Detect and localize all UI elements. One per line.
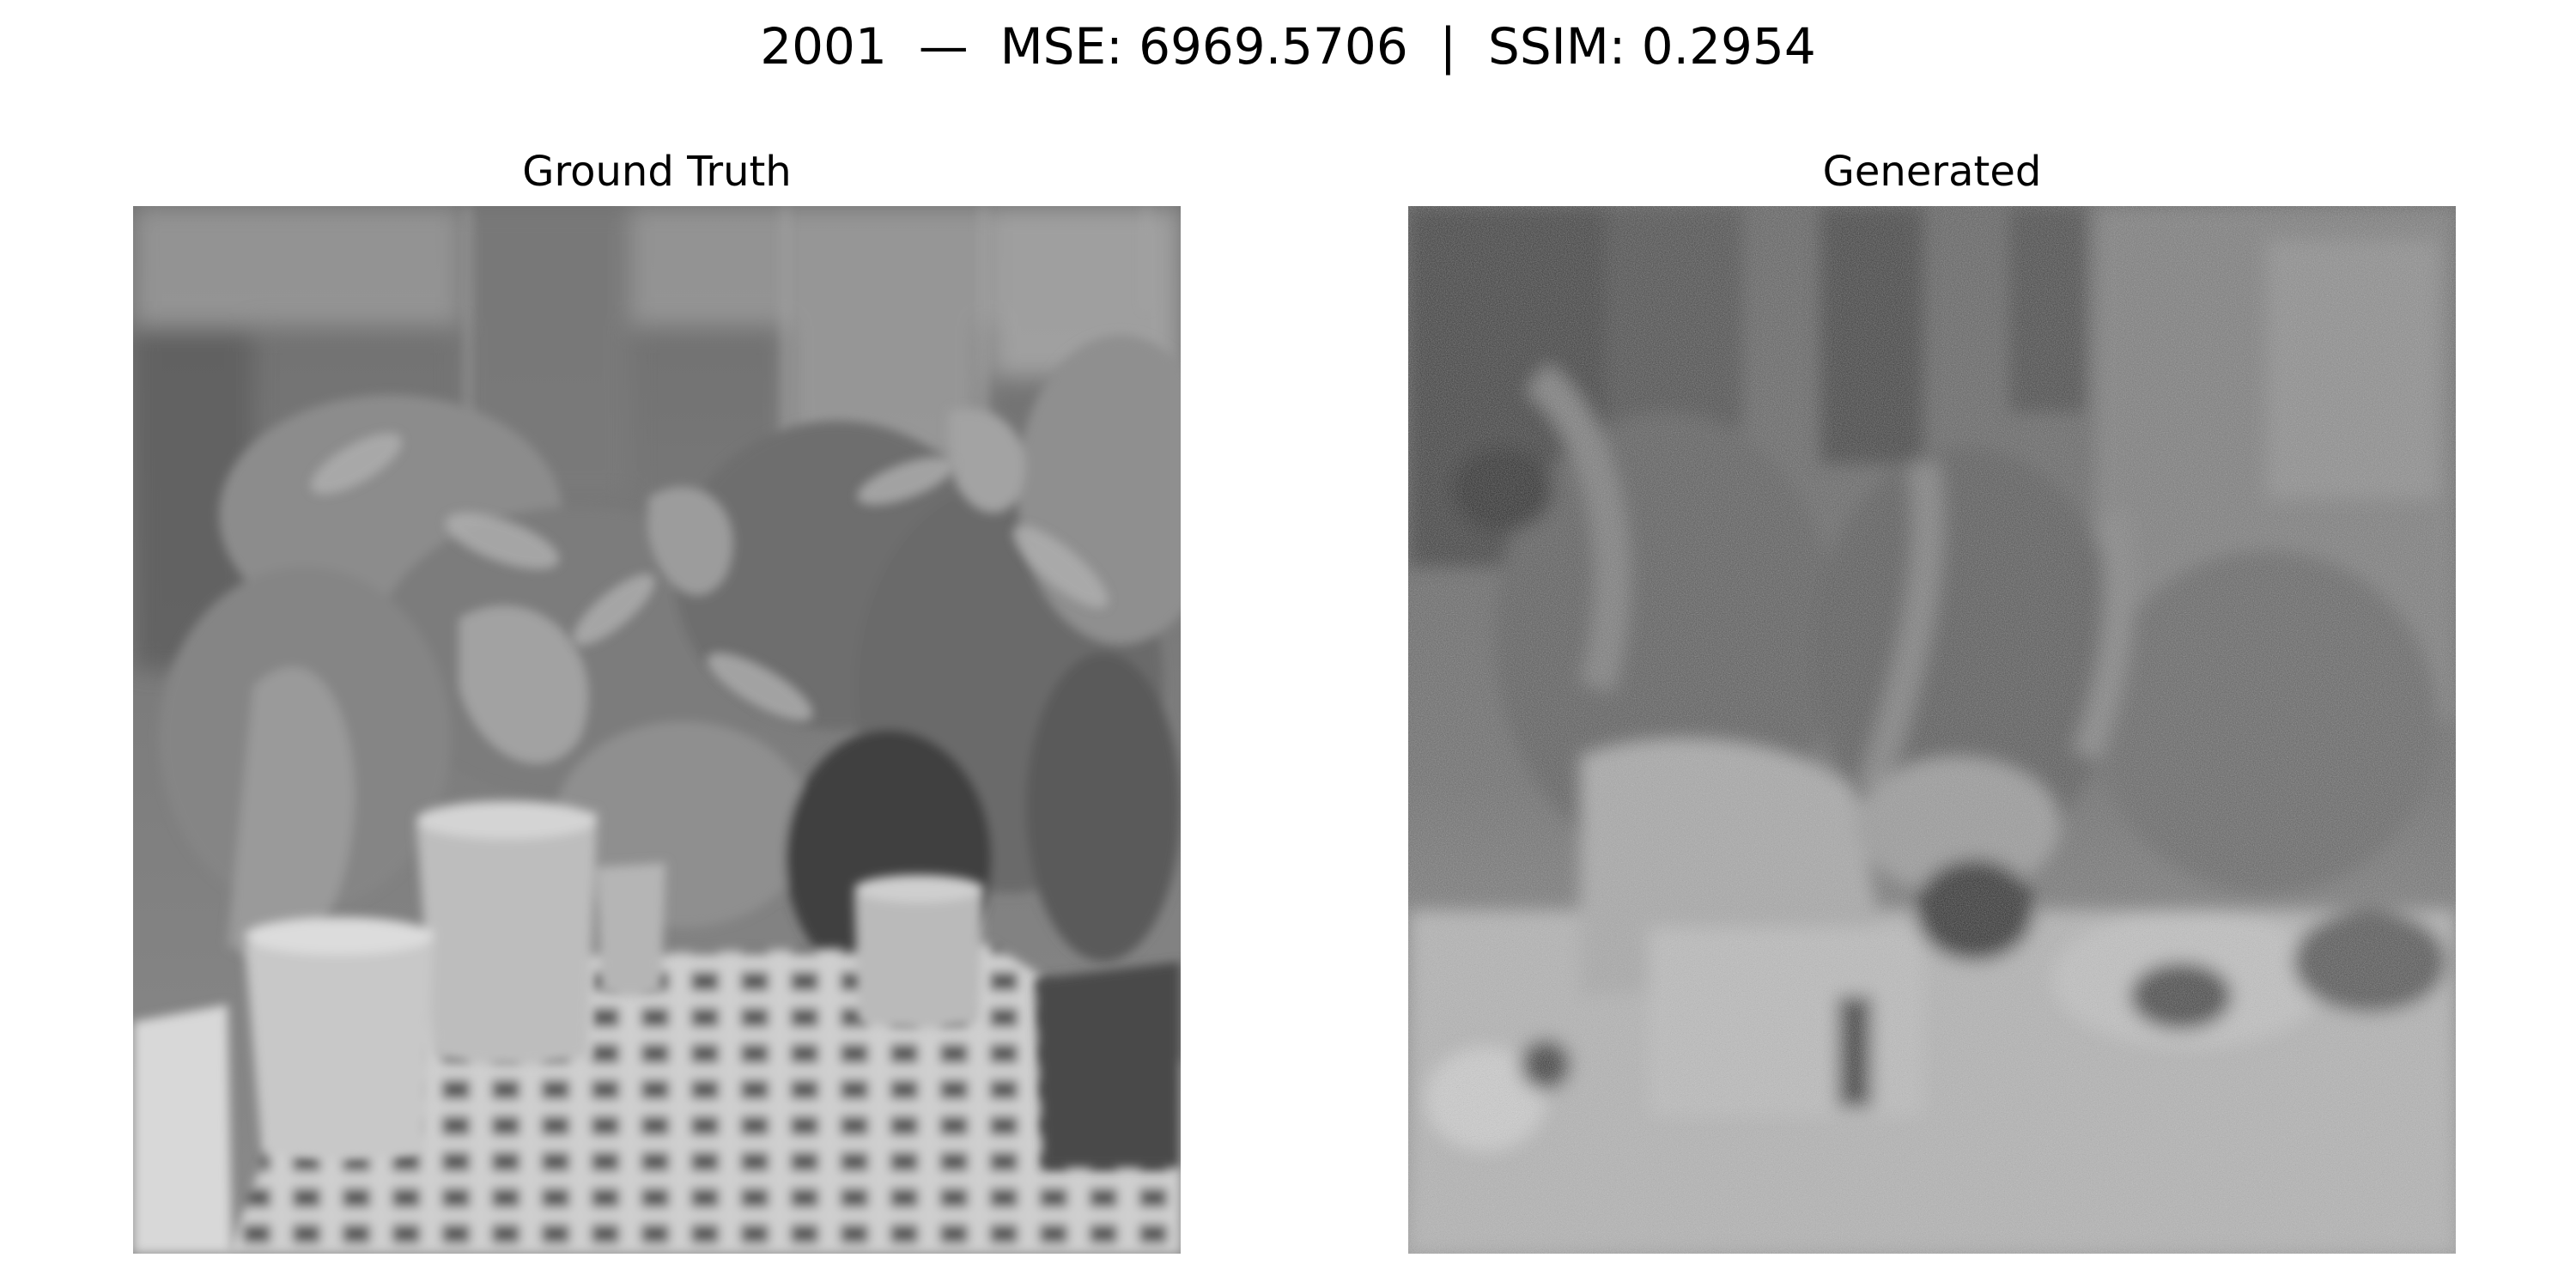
ground-truth-image xyxy=(133,206,1181,1254)
generated-panel: Generated xyxy=(1408,137,2456,1254)
generated-photo xyxy=(1408,206,2456,1254)
ground-truth-title: Ground Truth xyxy=(522,148,792,196)
ground-truth-photo xyxy=(133,206,1181,1254)
generated-title: Generated xyxy=(1822,148,2042,196)
generated-image xyxy=(1408,206,2456,1254)
ground-truth-panel: Ground Truth xyxy=(133,137,1181,1254)
figure-suptitle: 2001 — MSE: 6969.5706 | SSIM: 0.2954 xyxy=(760,17,1816,76)
